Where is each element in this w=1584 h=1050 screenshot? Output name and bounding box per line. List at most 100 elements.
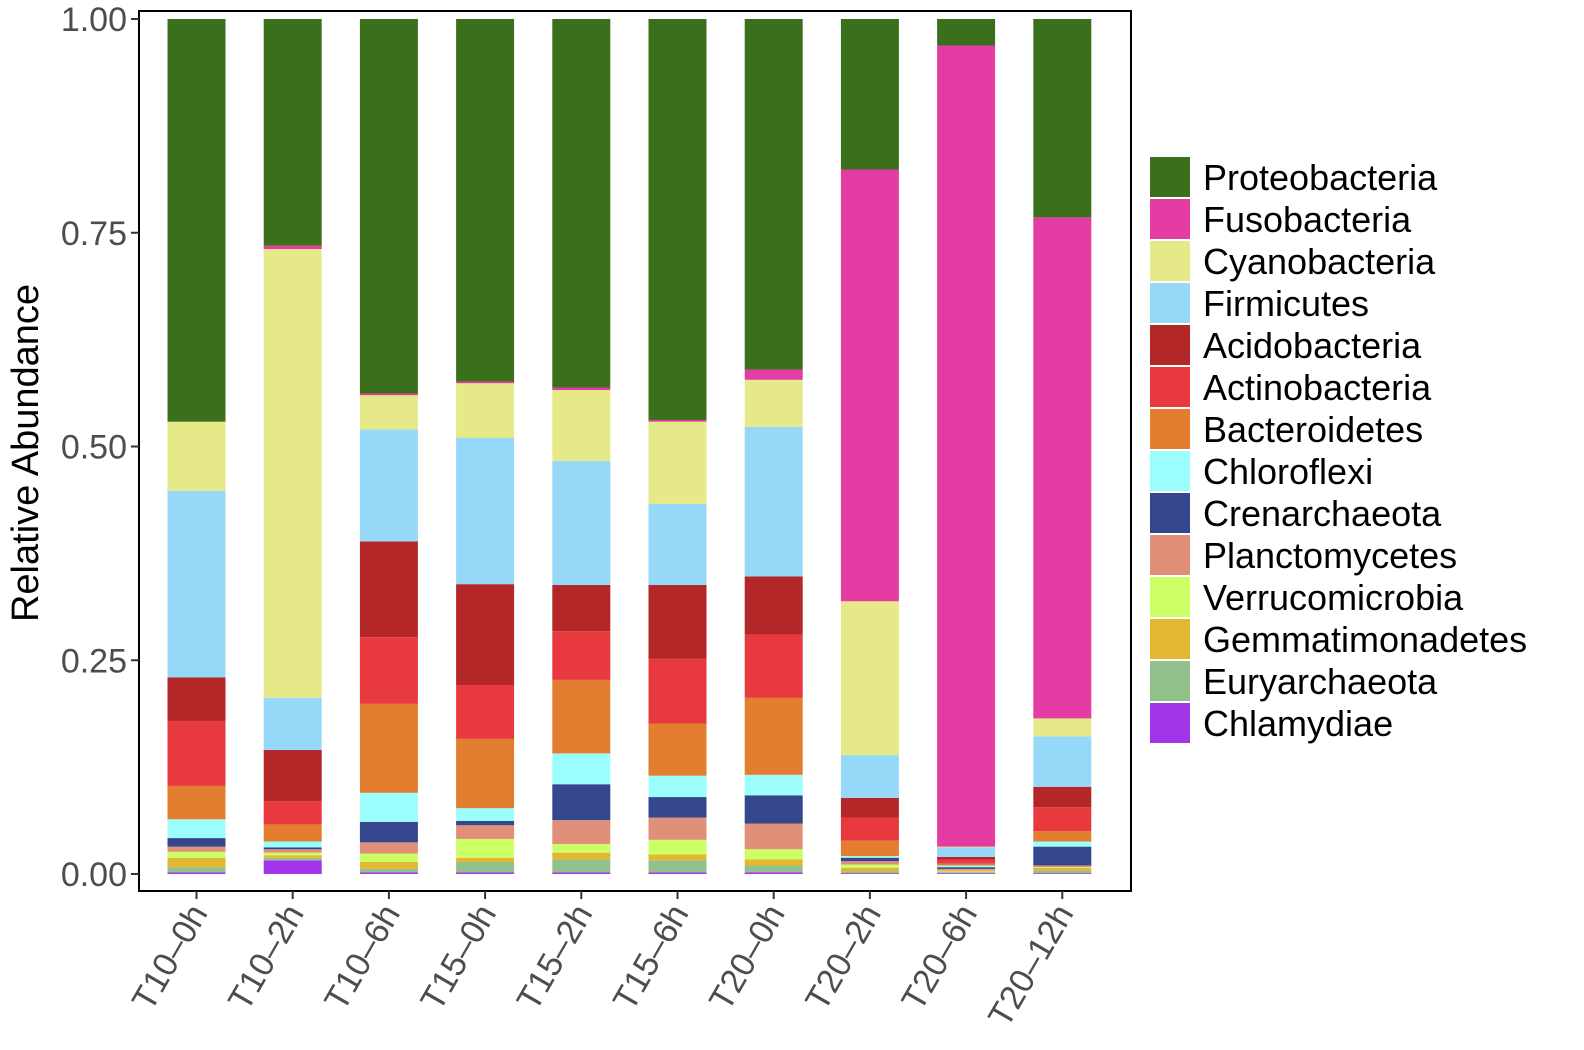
legend-item-cyanobacteria: Cyanobacteria	[1150, 241, 1436, 282]
bar-segment-crenarchaeota-t20-2h	[840, 857, 899, 862]
legend-label-crenarchaeota: Crenarchaeota	[1203, 493, 1442, 534]
bar-segment-bacteroidetes-t20-0h	[744, 697, 803, 775]
x-tick-label: T20–6h	[894, 898, 985, 1017]
bar-segment-acidobacteria-t10-2h	[263, 750, 322, 802]
bar-segment-euryarchaeota-t15-0h	[456, 862, 515, 873]
bar-segment-bacteroidetes-t15-2h	[552, 679, 611, 754]
legend-item-actinobacteria: Actinobacteria	[1150, 367, 1432, 408]
bar-segment-gemmatimonadetes-t15-2h	[552, 852, 611, 860]
bar-segment-firmicutes-t10-0h	[167, 490, 226, 678]
bar-segment-chlamydiae-t20-12h	[1033, 873, 1092, 874]
y-tick-label: 1.00	[61, 1, 127, 39]
bar-segment-euryarchaeota-t20-6h	[937, 872, 996, 874]
bar-segment-acidobacteria-t15-2h	[552, 585, 611, 632]
bar-segment-cyanobacteria-t20-12h	[1033, 718, 1092, 737]
bar-segment-chloroflexi-t15-0h	[456, 808, 515, 821]
bar-segment-cyanobacteria-t15-6h	[648, 421, 707, 504]
bar-segment-crenarchaeota-t10-2h	[263, 847, 322, 850]
bar-segment-verrucomicrobia-t20-12h	[1033, 867, 1092, 869]
y-axis: 0.00 0.25 0.50 0.75 1.00	[61, 1, 139, 894]
bar-segment-gemmatimonadetes-t10-6h	[359, 862, 418, 869]
legend-item-verrucomicrobia: Verrucomicrobia	[1150, 577, 1464, 618]
y-axis-title: Relative Abundance	[5, 284, 47, 622]
bar-segment-planctomycetes-t10-0h	[167, 846, 226, 852]
bar-segment-verrucomicrobia-t15-2h	[552, 844, 611, 853]
bar-segment-chlamydiae-t15-2h	[552, 872, 611, 874]
bar-segment-chlamydiae-t15-6h	[648, 872, 707, 874]
legend-item-bacteroidetes: Bacteroidetes	[1150, 409, 1423, 450]
bar-segment-chloroflexi-t10-0h	[167, 819, 226, 839]
bar-segment-chloroflexi-t15-6h	[648, 775, 707, 798]
bar-segment-firmicutes-t10-6h	[359, 429, 418, 542]
legend-label-bacteroidetes: Bacteroidetes	[1203, 409, 1423, 450]
legend-key-verrucomicrobia	[1150, 577, 1190, 617]
bar-segment-planctomycetes-t20-12h	[1033, 865, 1092, 868]
bar-stack-t15-6h	[648, 19, 707, 874]
bar-segment-firmicutes-t20-2h	[840, 755, 899, 798]
bar-segment-actinobacteria-t10-2h	[263, 801, 322, 825]
bar-segment-actinobacteria-t20-0h	[744, 634, 803, 698]
bar-segment-gemmatimonadetes-t10-2h	[263, 855, 322, 858]
bar-segment-proteobacteria-t15-2h	[552, 19, 611, 388]
bar-segment-proteobacteria-t15-6h	[648, 19, 707, 420]
y-tick-label: 0.00	[61, 856, 127, 894]
x-tick-label: T10–0h	[125, 898, 216, 1017]
x-tick-label: T15–0h	[413, 898, 504, 1017]
bar-segment-planctomycetes-t20-6h	[937, 868, 996, 871]
legend-label-firmicutes: Firmicutes	[1203, 283, 1369, 324]
bar-segment-bacteroidetes-t10-6h	[359, 703, 418, 793]
legend-key-firmicutes	[1150, 283, 1190, 323]
legend-item-planctomycetes: Planctomycetes	[1150, 535, 1457, 576]
y-tick-label: 0.25	[61, 642, 127, 680]
bar-segment-chloroflexi-t10-2h	[263, 841, 322, 848]
legend-label-acidobacteria: Acidobacteria	[1203, 325, 1422, 366]
bar-segment-fusobacteria-t20-12h	[1033, 217, 1092, 719]
bar-segment-gemmatimonadetes-t20-12h	[1033, 868, 1092, 871]
legend-label-euryarchaeota: Euryarchaeota	[1203, 661, 1438, 702]
bar-segment-firmicutes-t10-2h	[263, 697, 322, 751]
bar-segment-euryarchaeota-t10-0h	[167, 867, 226, 873]
bar-segment-bacteroidetes-t20-6h	[937, 863, 996, 866]
plot-panel-border	[138, 10, 1132, 892]
bar-segment-bacteroidetes-t10-2h	[263, 824, 322, 842]
bar-segment-firmicutes-t20-12h	[1033, 736, 1092, 787]
legend-key-chlamydiae	[1150, 703, 1190, 743]
legend-key-fusobacteria	[1150, 199, 1190, 239]
legend-item-acidobacteria: Acidobacteria	[1150, 325, 1422, 366]
bar-segment-proteobacteria-t10-6h	[359, 19, 418, 394]
bar-segment-chlamydiae-t15-0h	[456, 872, 515, 874]
legend-key-crenarchaeota	[1150, 493, 1190, 533]
x-tick-label: T15–6h	[606, 898, 697, 1017]
bar-segment-firmicutes-t20-6h	[937, 847, 996, 857]
y-tick-label: 0.75	[61, 215, 127, 253]
bar-segment-bacteroidetes-t20-2h	[840, 840, 899, 857]
legend-item-chloroflexi: Chloroflexi	[1150, 451, 1373, 492]
legend-label-chloroflexi: Chloroflexi	[1203, 451, 1373, 492]
bar-segment-planctomycetes-t15-2h	[552, 820, 611, 845]
bar-segment-acidobacteria-t10-0h	[167, 677, 226, 721]
bar-segment-proteobacteria-t20-12h	[1033, 19, 1092, 218]
legend-key-euryarchaeota	[1150, 661, 1190, 701]
bar-segment-chloroflexi-t20-6h	[937, 865, 996, 868]
bar-segment-proteobacteria-t10-2h	[263, 19, 322, 246]
bar-segment-fusobacteria-t15-0h	[456, 381, 515, 384]
bar-segment-cyanobacteria-t15-0h	[456, 383, 515, 438]
bar-segment-crenarchaeota-t20-12h	[1033, 846, 1092, 866]
legend-label-chlamydiae: Chlamydiae	[1203, 703, 1393, 744]
legend-key-actinobacteria	[1150, 367, 1190, 407]
legend: ProteobacteriaFusobacteriaCyanobacteriaF…	[1150, 157, 1527, 744]
bar-segment-euryarchaeota-t20-2h	[840, 871, 899, 874]
legend-label-verrucomicrobia: Verrucomicrobia	[1203, 577, 1464, 618]
bar-segment-acidobacteria-t15-6h	[648, 585, 707, 659]
bar-segment-actinobacteria-t10-0h	[167, 720, 226, 786]
x-tick-label: T15–2h	[510, 898, 601, 1017]
bar-segment-verrucomicrobia-t10-0h	[167, 851, 226, 858]
bar-segment-cyanobacteria-t15-2h	[552, 390, 611, 462]
bar-segment-crenarchaeota-t15-2h	[552, 784, 611, 821]
bar-segment-actinobacteria-t20-6h	[937, 859, 996, 864]
bar-segment-firmicutes-t15-6h	[648, 503, 707, 586]
x-tick-label: T10–2h	[221, 898, 312, 1017]
bar-segment-cyanobacteria-t10-6h	[359, 395, 418, 430]
bar-segment-planctomycetes-t10-6h	[359, 842, 418, 854]
bar-segment-chlamydiae-t20-2h	[840, 873, 899, 874]
